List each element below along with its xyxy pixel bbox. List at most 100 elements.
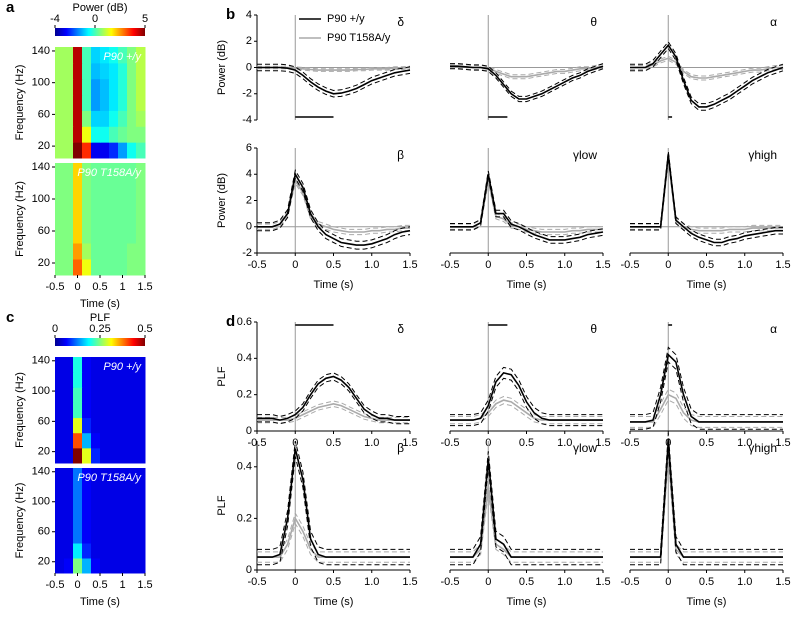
heatmap-cell [127,543,137,559]
heatmap-cell [91,227,101,244]
x-tick-label: -0.5 [248,259,267,271]
heatmap-cell [82,483,92,499]
heatmap-cell [109,483,119,499]
heatmap-cell [109,243,119,260]
series-line [257,66,411,95]
error-line [450,466,603,566]
x-tick-label: 1.5 [775,437,790,449]
heatmap-cell [55,432,65,449]
heatmap-cell [55,528,65,544]
heatmap-cell [136,142,146,159]
error-line [257,511,410,553]
x-tick-label: 0.5 [326,437,341,449]
x-tick-label: -0.5 [248,576,267,588]
heatmap-cell [109,432,119,449]
heatmap-cell [136,483,146,499]
x-tick-label: 0.5 [92,579,107,591]
error-line [257,372,410,418]
heatmap-cell [82,558,92,574]
heatmap-cell [64,259,74,276]
heatmap-cell [127,94,137,111]
heatmap-cell [100,558,110,574]
heatmap-cell [118,432,128,449]
colorbar-tick-label: 0.25 [89,323,110,335]
heatmap-cell [127,110,137,127]
x-tick-label: 1.5 [595,576,610,588]
x-tick-label: -0.5 [621,259,640,271]
heatmap-cell [100,357,110,373]
heatmap-cell [118,78,128,96]
y-axis-label: Frequency (Hz) [14,483,26,559]
band-label: γlow [573,441,597,455]
x-tick-label: -0.5 [621,576,640,588]
heatmap-cell [100,483,110,499]
x-tick-label: 0.5 [519,576,534,588]
y-tick-label: 0.2 [237,389,252,401]
x-tick-label: 1.0 [557,437,572,449]
band-label: α [770,15,777,29]
heatmap-cell [91,558,101,574]
error-line [450,170,604,238]
heatmap-cell [73,372,83,388]
x-tick-label: 1.0 [557,259,572,271]
x-tick-label: 1.5 [595,259,610,271]
x-tick-label: 0.5 [92,281,107,293]
x-tick-label: 1 [119,281,125,293]
heatmap-cell [127,498,137,514]
heatmap-cell [82,179,92,196]
heatmap-cell [118,47,128,64]
colorbar [55,338,145,346]
heatmap-cell [73,558,83,574]
heatmap-cell [136,468,146,484]
heatmap-cell [118,357,128,373]
heatmap-cell [118,179,128,196]
heatmap-cell [100,447,110,464]
heatmap-cell [55,243,65,260]
series-line [630,158,783,232]
heatmap-cell [55,417,65,434]
y-axis-label: PLF [216,366,228,386]
heatmap-cell [73,543,83,559]
y-tick-label: 20 [38,140,50,152]
heatmap-cell [55,110,65,127]
y-axis-label: Frequency (Hz) [14,65,26,141]
y-tick-label: 0.4 [237,461,252,473]
error-line [630,346,783,416]
panel-label: d [226,313,235,330]
x-tick-label: 0 [485,576,491,588]
error-line [257,176,411,250]
x-tick-label: -0.5 [441,437,460,449]
heatmap-cell [73,126,83,143]
heatmap-label: P90 +/y [103,51,142,63]
heatmap-cell [91,417,101,434]
heatmap-cell [55,195,65,212]
heatmap-cell [64,110,74,127]
x-tick-label: 1.5 [775,259,790,271]
heatmap-cell [100,432,110,449]
heatmap-cell [82,259,92,276]
y-tick-label: 0 [246,61,252,73]
heatmap-cell [127,417,137,434]
heatmap-cell [136,417,146,434]
heatmap-cell [100,259,110,276]
series-line [450,487,603,558]
x-tick-label: 0.5 [519,437,534,449]
heatmap-cell [82,195,92,212]
y-tick-label: -4 [242,114,252,126]
heatmap-cell [136,372,146,388]
heatmap-cell [127,78,137,96]
heatmap-cell [136,402,146,419]
error-line [257,379,410,425]
heatmap-cell [109,372,119,388]
heatmap-cell [73,447,83,464]
heatmap-cell [82,211,92,228]
series-line [630,353,783,423]
heatmap-cell [127,558,137,574]
y-tick-label: 140 [32,45,50,57]
heatmap-cell [82,468,92,484]
heatmap-cell [73,498,83,514]
y-tick-label: -2 [242,88,252,100]
y-tick-label: 60 [38,415,50,427]
heatmap-cell [118,126,128,143]
heatmap-cell [73,142,83,159]
